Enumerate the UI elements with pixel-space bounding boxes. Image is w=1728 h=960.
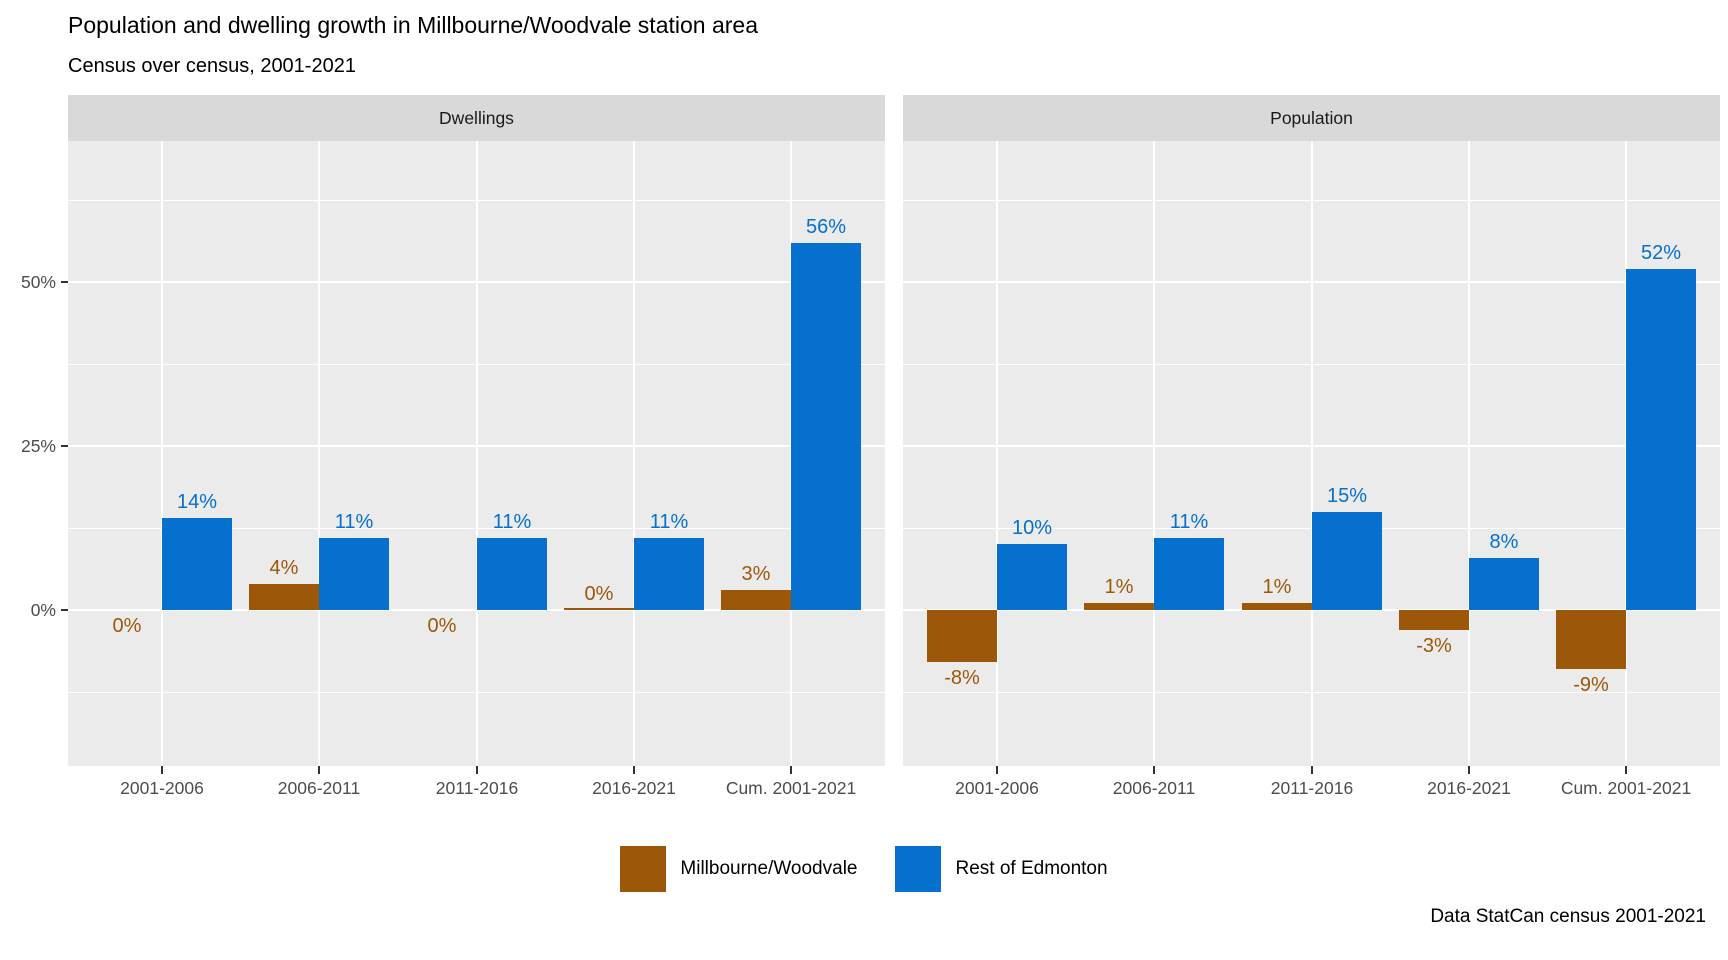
bar-millbourne: [564, 608, 634, 610]
bar-millbourne: [1084, 603, 1154, 610]
bar-rest-of-edmonton: [319, 538, 389, 610]
bar-rest-of-edmonton: [162, 518, 232, 610]
bar-value-label: 3%: [741, 563, 771, 585]
bar-rest-of-edmonton: [791, 243, 861, 610]
gridline-vertical: [476, 141, 478, 766]
x-axis-label: 2016-2021: [592, 778, 676, 798]
x-axis-label: 2006-2011: [277, 778, 361, 798]
bar-value-label: 8%: [1489, 531, 1519, 553]
gridline-vertical: [1153, 141, 1155, 766]
x-axis-label: 2001-2006: [120, 778, 204, 798]
bar-millbourne: [1399, 610, 1469, 630]
x-axis-tick: [476, 766, 478, 774]
x-axis-label: Cum. 2001-2021: [1560, 778, 1692, 798]
bar-value-label: 4%: [269, 557, 299, 579]
x-axis-tick: [318, 766, 320, 774]
bar-rest-of-edmonton: [1312, 512, 1382, 610]
caption: Data StatCan census 2001-2021: [1430, 906, 1706, 927]
x-axis-dwellings: 2001-2006 2006-2011 2011-2016 2016-2021 Cum.…: [68, 766, 885, 811]
bar-value-label: 1%: [1262, 576, 1292, 598]
bar-rest-of-edmonton: [1469, 558, 1539, 610]
y-axis-label: 50%: [20, 272, 56, 292]
bar-rest-of-edmonton: [1626, 269, 1696, 610]
x-axis-tick: [1468, 766, 1470, 774]
bar-value-label: 0%: [584, 583, 614, 605]
facet-panel-population: -8% 1% 1% -3% -9% 10% 11% 15% 8% 52%: [903, 141, 1720, 766]
bar-value-label: -3%: [1416, 635, 1452, 657]
bar-value-label: 1%: [1104, 576, 1134, 598]
facet-panel-dwellings: 0% 4% 0% 0% 3% 14% 11% 11% 11% 56%: [68, 141, 885, 766]
x-axis-label: 2011-2016: [1270, 778, 1354, 798]
bar-value-label: 0%: [427, 615, 457, 637]
x-axis-label: Cum. 2001-2021: [725, 778, 857, 798]
facet-strip-population: Population: [903, 95, 1720, 141]
gridline-vertical: [161, 141, 163, 766]
bar-millbourne: [1242, 603, 1312, 610]
gridline-vertical: [1311, 141, 1313, 766]
chart-subtitle: Census over census, 2001-2021: [68, 55, 356, 77]
gridline-vertical: [1468, 141, 1470, 766]
x-axis-tick: [790, 766, 792, 774]
y-axis-tick: [61, 445, 68, 447]
bar-value-label: 0%: [112, 615, 142, 637]
legend-label: Rest of Edmonton: [955, 858, 1108, 879]
bar-value-label: -9%: [1573, 674, 1609, 696]
bar-value-label: 56%: [805, 216, 847, 238]
y-axis-tick: [61, 609, 68, 611]
bar-rest-of-edmonton: [1154, 538, 1224, 610]
bar-millbourne: [249, 584, 319, 610]
x-axis-tick: [996, 766, 998, 774]
bar-value-label: 10%: [1011, 517, 1053, 539]
chart-title: Population and dwelling growth in Millbo…: [68, 12, 758, 38]
gridline-vertical: [633, 141, 635, 766]
x-axis-label: 2001-2006: [955, 778, 1039, 798]
bar-value-label: -8%: [944, 667, 980, 689]
y-axis-label: 0%: [30, 600, 56, 620]
facet-strip-dwellings: Dwellings: [68, 95, 885, 141]
gridline-vertical: [318, 141, 320, 766]
x-axis-tick: [1153, 766, 1155, 774]
bar-millbourne: [1556, 610, 1626, 669]
legend-item: Rest of Edmonton: [895, 846, 1108, 892]
x-axis-label: 2016-2021: [1427, 778, 1511, 798]
x-axis-tick: [633, 766, 635, 774]
bar-value-label: 14%: [176, 491, 218, 513]
legend-swatch-rest_of_edmonton: [895, 846, 942, 892]
x-axis-tick: [1311, 766, 1313, 774]
bar-millbourne: [721, 590, 791, 610]
bar-value-label: 11%: [1169, 511, 1209, 533]
bar-rest-of-edmonton: [477, 538, 547, 610]
y-axis: 50% 25% 0%: [0, 141, 68, 766]
bar-value-label: 11%: [649, 511, 689, 533]
x-axis-label: 2006-2011: [1112, 778, 1196, 798]
x-axis-tick: [161, 766, 163, 774]
legend-swatch-millbourne: [620, 846, 667, 892]
bar-rest-of-edmonton: [634, 538, 704, 610]
gridline-vertical: [996, 141, 998, 766]
x-axis-population: 2001-2006 2006-2011 2011-2016 2016-2021 Cum.…: [903, 766, 1720, 811]
legend-label: Millbourne/Woodvale: [680, 858, 858, 879]
x-axis-tick: [1625, 766, 1627, 774]
bar-value-label: 11%: [334, 511, 374, 533]
bar-value-label: 15%: [1326, 485, 1368, 507]
bar-rest-of-edmonton: [997, 544, 1067, 610]
bar-millbourne: [927, 610, 997, 662]
facet-strip-population-label: Population: [1270, 107, 1353, 128]
facet-strip-dwellings-label: Dwellings: [439, 107, 514, 128]
bar-value-label: 11%: [492, 511, 532, 533]
legend: Millbourne/Woodvale Rest of Edmonton: [0, 843, 1728, 895]
legend-item: Millbourne/Woodvale: [620, 846, 857, 892]
y-axis-tick: [61, 281, 68, 283]
bar-value-label: 52%: [1640, 242, 1682, 264]
y-axis-label: 25%: [20, 436, 56, 456]
x-axis-label: 2011-2016: [435, 778, 519, 798]
